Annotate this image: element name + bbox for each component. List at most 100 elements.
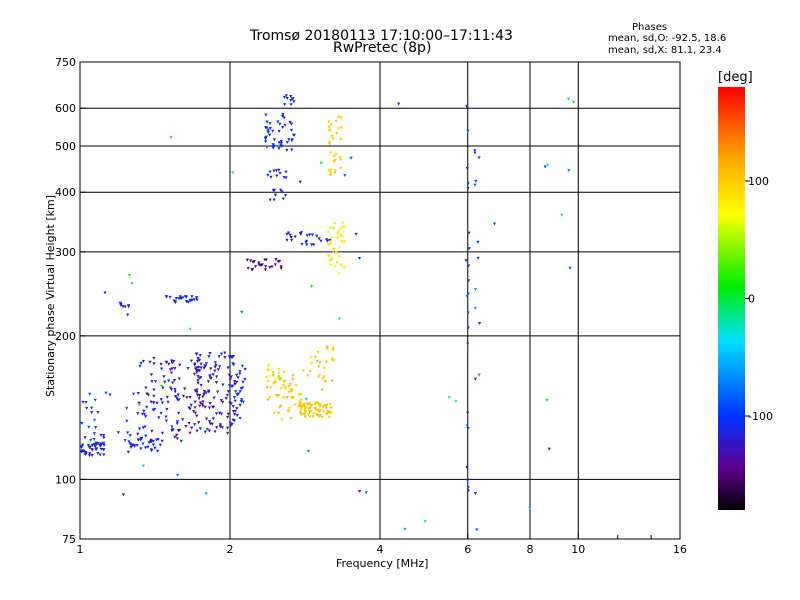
data-point xyxy=(277,168,281,172)
data-point xyxy=(142,409,146,413)
data-point xyxy=(201,395,205,399)
data-point xyxy=(87,454,92,458)
data-point xyxy=(322,375,326,379)
data-point xyxy=(281,112,285,116)
data-point xyxy=(273,378,277,382)
data-point xyxy=(202,389,207,393)
data-point xyxy=(566,97,571,101)
data-point xyxy=(156,438,160,442)
data-point xyxy=(193,400,197,404)
data-point xyxy=(289,94,293,98)
chart-title: Tromsø 20180113 17:10:00–17:11:43 xyxy=(250,28,513,44)
data-point xyxy=(170,425,174,429)
data-point xyxy=(279,140,283,144)
y-tick-label: 500 xyxy=(55,140,76,153)
data-point xyxy=(204,362,209,366)
data-point xyxy=(332,247,336,251)
data-point xyxy=(343,173,347,177)
data-point xyxy=(299,405,303,409)
data-point xyxy=(225,393,230,397)
data-point xyxy=(325,345,329,349)
data-point xyxy=(211,417,215,421)
data-point xyxy=(329,151,333,155)
data-point xyxy=(466,426,470,430)
data-point xyxy=(331,250,335,254)
data-point xyxy=(102,443,106,447)
data-point xyxy=(213,430,217,434)
data-point xyxy=(176,473,180,477)
data-point xyxy=(90,448,94,452)
data-point xyxy=(168,386,173,390)
data-point xyxy=(282,116,286,120)
data-point xyxy=(238,416,242,420)
data-point xyxy=(334,152,338,156)
data-point xyxy=(568,266,572,270)
data-point xyxy=(92,442,96,446)
data-point xyxy=(173,394,178,398)
data-point xyxy=(226,412,230,416)
data-point xyxy=(250,268,254,272)
data-point xyxy=(160,431,164,435)
data-point xyxy=(146,393,150,397)
data-point xyxy=(214,412,219,416)
data-point xyxy=(305,243,309,247)
data-point xyxy=(476,256,480,260)
data-point xyxy=(279,144,283,148)
data-point xyxy=(278,376,283,380)
data-point xyxy=(336,230,340,234)
data-point xyxy=(315,234,319,238)
data-point xyxy=(397,102,401,106)
data-point xyxy=(252,260,256,264)
data-point xyxy=(331,346,335,350)
data-point xyxy=(150,449,154,453)
data-point xyxy=(141,442,145,446)
data-point xyxy=(264,113,268,117)
data-point xyxy=(240,364,245,368)
data-point xyxy=(190,426,194,430)
data-point xyxy=(171,381,175,385)
data-point xyxy=(170,359,174,363)
data-point xyxy=(86,444,90,448)
data-point xyxy=(308,415,312,419)
data-point xyxy=(178,428,182,432)
data-point xyxy=(257,261,261,265)
data-point xyxy=(328,226,333,230)
data-point xyxy=(94,441,98,445)
data-point xyxy=(126,450,130,454)
data-point xyxy=(236,392,241,396)
data-point xyxy=(276,120,280,124)
data-point xyxy=(88,392,92,396)
data-point xyxy=(264,376,269,380)
data-point xyxy=(282,176,286,180)
data-point xyxy=(473,287,478,291)
data-point xyxy=(226,431,230,435)
data-point xyxy=(181,418,185,422)
data-point xyxy=(144,415,148,419)
data-point xyxy=(275,174,279,178)
data-point xyxy=(298,411,302,415)
data-point xyxy=(167,379,171,383)
data-point xyxy=(145,405,149,409)
data-point xyxy=(304,239,309,243)
data-point xyxy=(271,374,275,378)
data-point xyxy=(357,256,362,260)
data-point xyxy=(85,406,89,410)
data-point xyxy=(81,449,85,453)
data-point xyxy=(287,385,291,389)
data-point xyxy=(307,410,312,414)
data-point xyxy=(216,368,220,372)
data-point xyxy=(152,401,156,405)
data-point xyxy=(266,368,270,372)
data-point xyxy=(123,439,127,443)
data-point xyxy=(152,388,156,392)
data-point xyxy=(289,128,294,132)
data-point xyxy=(321,410,325,414)
data-point xyxy=(466,342,470,346)
data-point xyxy=(205,417,209,421)
data-point xyxy=(152,394,156,398)
data-point xyxy=(306,449,311,453)
data-point xyxy=(328,259,332,263)
data-point xyxy=(141,359,146,363)
data-point xyxy=(324,412,329,416)
data-point xyxy=(199,366,203,370)
